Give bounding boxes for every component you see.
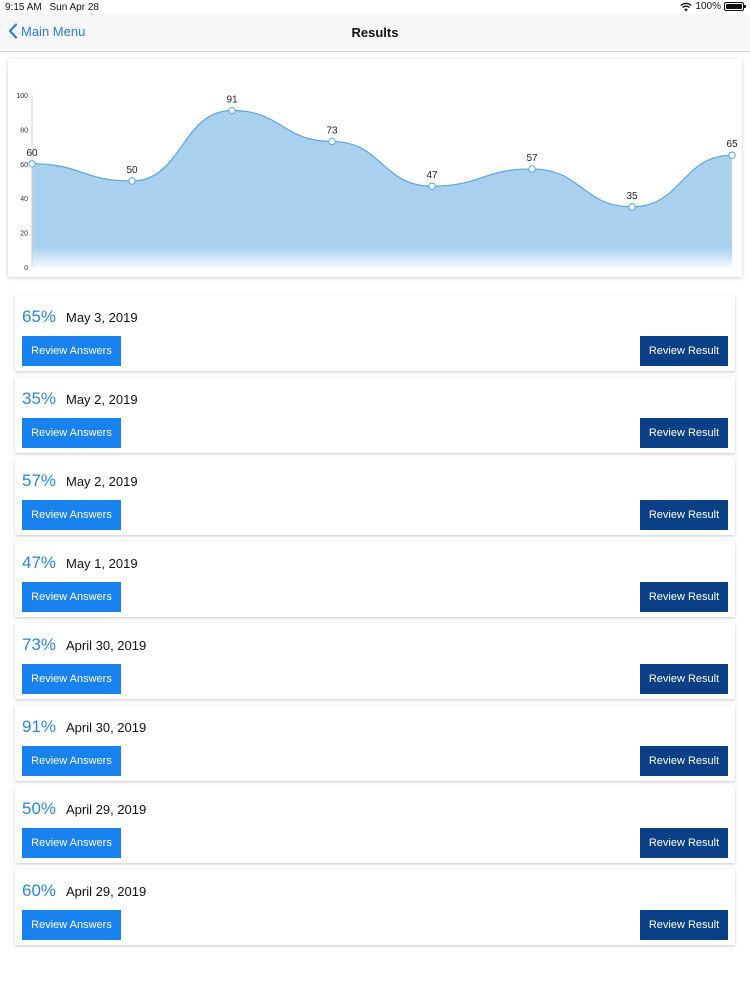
result-percent: 91% [22,717,57,736]
review-answers-button[interactable]: Review Answers [22,828,121,858]
data-label: 65 [726,139,738,150]
result-percent: 65% [22,307,57,326]
y-tick-label: 80 [20,127,28,134]
battery-percent: 100% [695,1,721,12]
result-date: April 29, 2019 [66,884,147,899]
y-tick-label: 40 [20,196,28,203]
result-percent: 60% [22,881,57,900]
chart-area [32,110,732,267]
data-label: 50 [126,165,138,176]
chevron-left-icon [8,23,18,39]
result-card: 73% April 30, 2019 Review Answers Review Re… [15,623,735,699]
data-label: 57 [526,153,538,164]
result-date: May 3, 2019 [66,310,138,325]
back-button[interactable]: Main Menu [8,23,85,39]
review-result-button[interactable]: Review Result [640,418,728,448]
result-percent: 57% [22,471,57,490]
data-label: 35 [626,191,638,202]
review-result-button[interactable]: Review Result [640,746,728,776]
result-percent: 35% [22,389,57,408]
status-left: 9:15 AM Sun Apr 28 [5,2,104,13]
back-button-label: Main Menu [21,23,86,39]
data-point [128,177,136,185]
status-date: Sun Apr 28 [49,2,99,13]
y-tick-label: 20 [20,231,28,238]
status-bar: 9:15 AM Sun Apr 28 100% [0,0,750,14]
result-card: 35% May 2, 2019 Review Answers Review Resul… [15,377,735,453]
result-percent: 47% [22,553,57,572]
result-date: May 1, 2019 [66,556,138,571]
data-point [228,106,236,115]
result-percent: 50% [22,799,57,818]
result-card: 65% May 3, 2019 Review Answers Review Resul… [15,295,735,371]
chart-line [31,109,733,208]
y-tick-label: 0 [24,265,28,272]
result-card: 60% April 29, 2019 Review Answers Review Re… [15,869,735,945]
result-date: May 2, 2019 [66,474,138,489]
review-result-button[interactable]: Review Result [640,336,728,366]
review-result-button[interactable]: Review Result [640,828,728,858]
review-result-button[interactable]: Review Result [640,664,728,694]
data-label: 47 [426,170,438,181]
result-card: 50% April 29, 2019 Review Answers Review Re… [15,787,735,863]
review-answers-button[interactable]: Review Answers [22,664,121,694]
data-label: 60 [26,148,38,159]
data-point [528,165,536,173]
status-time: 9:15 AM [5,2,42,13]
nav-bar: Main Menu Results [0,14,750,52]
data-point [728,151,736,159]
data-point [28,160,36,168]
status-right: 100% [680,1,746,12]
review-result-button[interactable]: Review Result [640,910,728,940]
review-answers-button[interactable]: Review Answers [22,418,121,448]
result-card: 57% May 2, 2019 Review Answers Review Resul… [15,459,735,535]
page-title: Results [351,25,399,40]
review-answers-button[interactable]: Review Answers [22,500,121,530]
result-date: April 30, 2019 [66,720,147,735]
review-answers-button[interactable]: Review Answers [22,746,121,776]
result-date: April 29, 2019 [66,802,147,817]
wifi-icon [680,2,693,11]
review-result-button[interactable]: Review Result [640,582,728,612]
result-card: 91% April 30, 2019 Review Answers Review Re… [15,705,735,781]
review-answers-button[interactable]: Review Answers [22,582,121,612]
y-tick-label: 100 [16,93,28,100]
data-point [628,203,636,211]
data-point [428,182,436,190]
result-date: May 2, 2019 [66,392,138,407]
results-chart: 0 20 40 60 80 100 60 50 91 73 47 57 35 65 [16,93,738,272]
data-label: 73 [326,125,338,136]
result-card: 47% May 1, 2019 Review Answers Review Resul… [15,541,735,617]
y-tick-label: 60 [20,162,28,169]
results-chart-card: 0 20 40 60 80 100 60 50 91 73 47 57 35 65 [8,59,742,277]
review-result-button[interactable]: Review Result [640,500,728,530]
data-point [328,137,336,146]
review-answers-button[interactable]: Review Answers [22,336,121,366]
review-answers-button[interactable]: Review Answers [22,910,121,940]
result-date: April 30, 2019 [66,638,147,653]
data-label: 91 [226,94,238,105]
battery-icon [724,2,746,11]
result-percent: 73% [22,635,57,654]
